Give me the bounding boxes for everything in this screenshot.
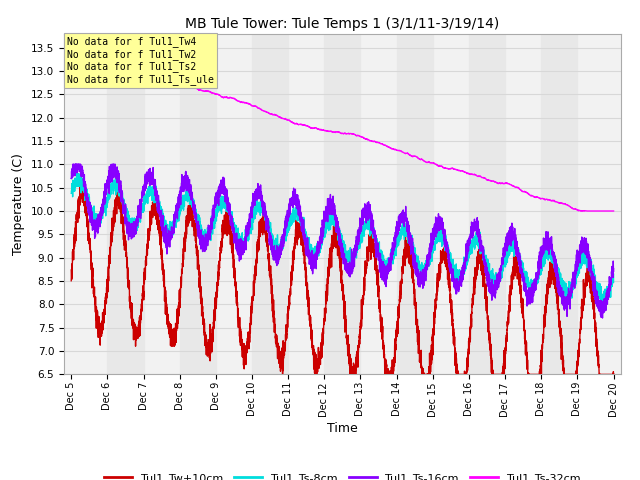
X-axis label: Time: Time bbox=[327, 422, 358, 435]
Bar bbox=[541, 34, 577, 374]
Bar bbox=[397, 34, 433, 374]
Bar bbox=[252, 34, 288, 374]
Text: No data for f Tul1_Tw4
No data for f Tul1_Tw2
No data for f Tul1_Ts2
No data for: No data for f Tul1_Tw4 No data for f Tul… bbox=[67, 36, 214, 85]
Bar bbox=[469, 34, 505, 374]
Legend: Tul1_Tw+10cm, Tul1_Ts-8cm, Tul1_Ts-16cm, Tul1_Ts-32cm: Tul1_Tw+10cm, Tul1_Ts-8cm, Tul1_Ts-16cm,… bbox=[100, 468, 585, 480]
Bar bbox=[180, 34, 216, 374]
Title: MB Tule Tower: Tule Temps 1 (3/1/11-3/19/14): MB Tule Tower: Tule Temps 1 (3/1/11-3/19… bbox=[185, 17, 500, 31]
Y-axis label: Temperature (C): Temperature (C) bbox=[12, 153, 26, 255]
Bar bbox=[324, 34, 360, 374]
Bar bbox=[108, 34, 143, 374]
